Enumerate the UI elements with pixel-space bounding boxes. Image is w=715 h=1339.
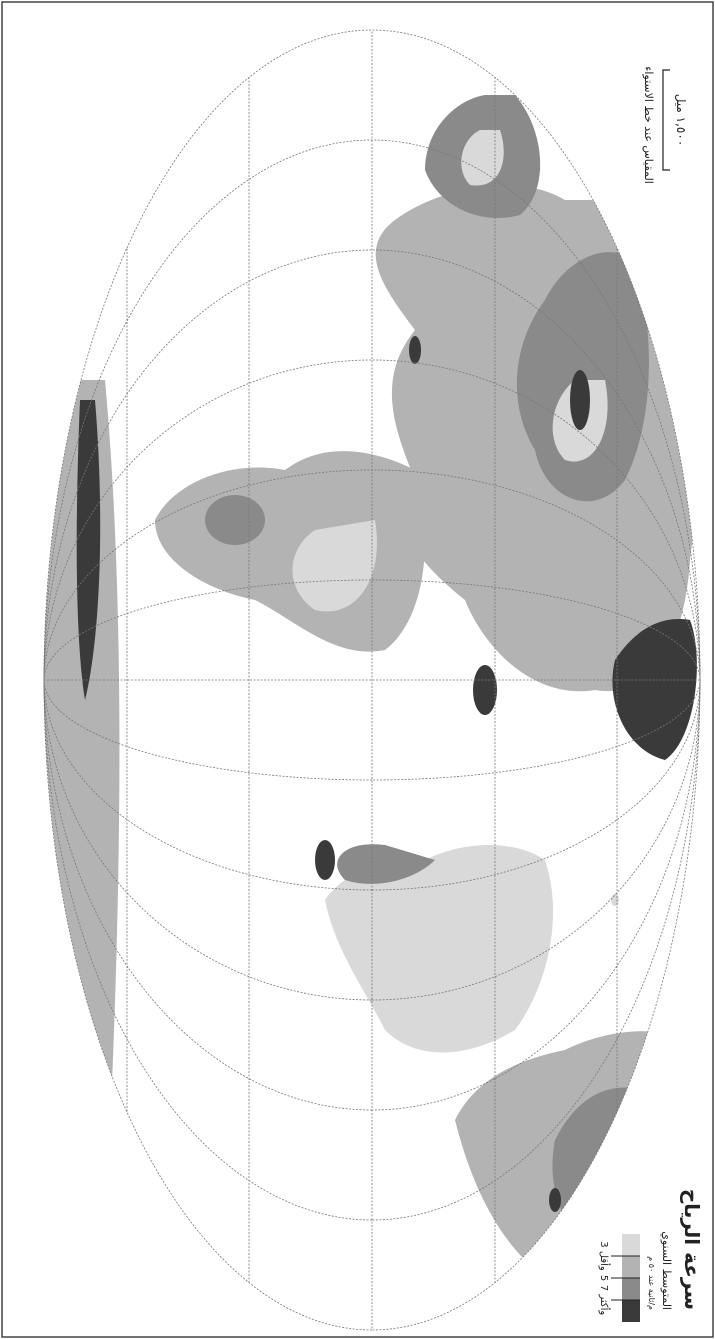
legend-subtitle: المتوسط السنوي <box>660 1231 673 1310</box>
legend-title: سرعة الرياح <box>680 1189 704 1310</box>
graticule <box>43 29 701 1331</box>
legend-swatch <box>622 1256 640 1278</box>
legend-label: 5 <box>598 1275 609 1281</box>
rotated-content: ١,٥٠٠ ميل المقياس عند خط الاستواء سرعة ا… <box>43 29 704 1331</box>
legend-unit: م/ثانية عند ٥٠ م <box>647 1256 656 1310</box>
legend-swatch <box>622 1300 640 1322</box>
scale-caption: المقياس عند خط الاستواء <box>642 66 655 184</box>
scale-bar: ١,٥٠٠ ميل المقياس عند خط الاستواء <box>642 66 688 184</box>
legend-swatch <box>622 1278 640 1300</box>
scale-label: ١,٥٠٠ ميل <box>674 94 688 147</box>
legend-label: 3 وأقل <box>598 1241 611 1271</box>
legend-swatch <box>622 1234 640 1256</box>
legend: سرعة الرياح المتوسط السنوي م/ثانية عند ٥… <box>598 1189 704 1322</box>
legend-label: 7 وأكثر <box>598 1285 611 1316</box>
